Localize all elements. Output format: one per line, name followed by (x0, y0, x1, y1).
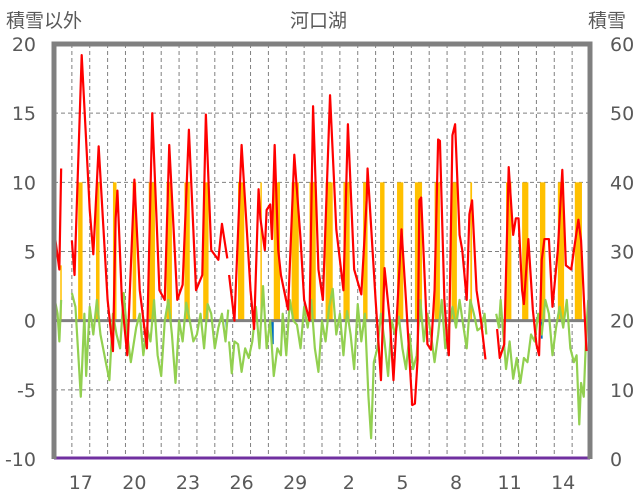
right-tick-label: 0 (610, 449, 622, 471)
right-tick-label: 30 (610, 242, 634, 264)
left-tick-label: 5 (24, 242, 36, 264)
x-tick-label: 23 (176, 472, 200, 494)
sun-bar (238, 182, 245, 321)
sun-bar (434, 182, 440, 321)
sun-bar (380, 182, 385, 321)
x-tick-label: 29 (283, 472, 307, 494)
sun-bar (273, 182, 281, 321)
green-series-line (70, 291, 230, 398)
left-tick-label: -5 (17, 380, 36, 402)
sun-bar (522, 182, 529, 321)
sun-bar (166, 182, 172, 321)
left-axis-title: 積雪以外 (6, 10, 83, 32)
x-tick-label: 14 (551, 472, 575, 494)
sun-bar (343, 182, 350, 321)
green-series-line (227, 284, 488, 440)
chart-title: 河口湖 (290, 10, 348, 32)
sun-bar (148, 182, 155, 321)
x-tick-label: 5 (396, 472, 408, 494)
sun-bar (470, 182, 473, 321)
x-tick-label: 11 (498, 472, 522, 494)
left-tick-label: 10 (12, 172, 36, 194)
sun-bar (203, 182, 209, 321)
red-series-line (70, 53, 229, 357)
right-tick-label: 50 (610, 103, 634, 125)
x-tick-label: 8 (450, 472, 462, 494)
green-series-line (495, 298, 590, 426)
sun-bar (325, 182, 333, 321)
sun-bar (95, 182, 100, 321)
sun-bar (132, 182, 137, 321)
sun-bar (363, 182, 368, 321)
x-tick-label: 2 (343, 472, 355, 494)
sun-bar (60, 265, 62, 321)
x-tick-label: 26 (230, 472, 254, 494)
left-tick-label: 0 (24, 311, 36, 333)
right-tick-label: 20 (610, 311, 634, 333)
sun-bar (557, 182, 565, 321)
x-tick-label: 17 (69, 472, 93, 494)
sun-bar (291, 182, 299, 321)
right-tick-label: 10 (610, 380, 634, 402)
left-tick-label: 15 (12, 103, 36, 125)
sun-bar (506, 182, 512, 321)
precip-bar (271, 320, 274, 345)
left-tick-label: 20 (12, 34, 36, 56)
sun-bar (574, 182, 582, 321)
sun-bar (260, 182, 262, 321)
right-tick-label: 60 (610, 34, 634, 56)
right-axis-title: 積雪 (588, 10, 627, 32)
left-tick-label: -10 (5, 449, 36, 471)
red-series-line (495, 166, 588, 360)
red-series-line (228, 94, 487, 407)
sun-bar (309, 182, 316, 321)
right-tick-label: 40 (610, 172, 634, 194)
sun-bar (184, 182, 190, 321)
x-tick-label: 20 (122, 472, 146, 494)
sun-bar (451, 182, 457, 321)
plot-frame (51, 41, 593, 459)
sun-bar (78, 182, 83, 321)
